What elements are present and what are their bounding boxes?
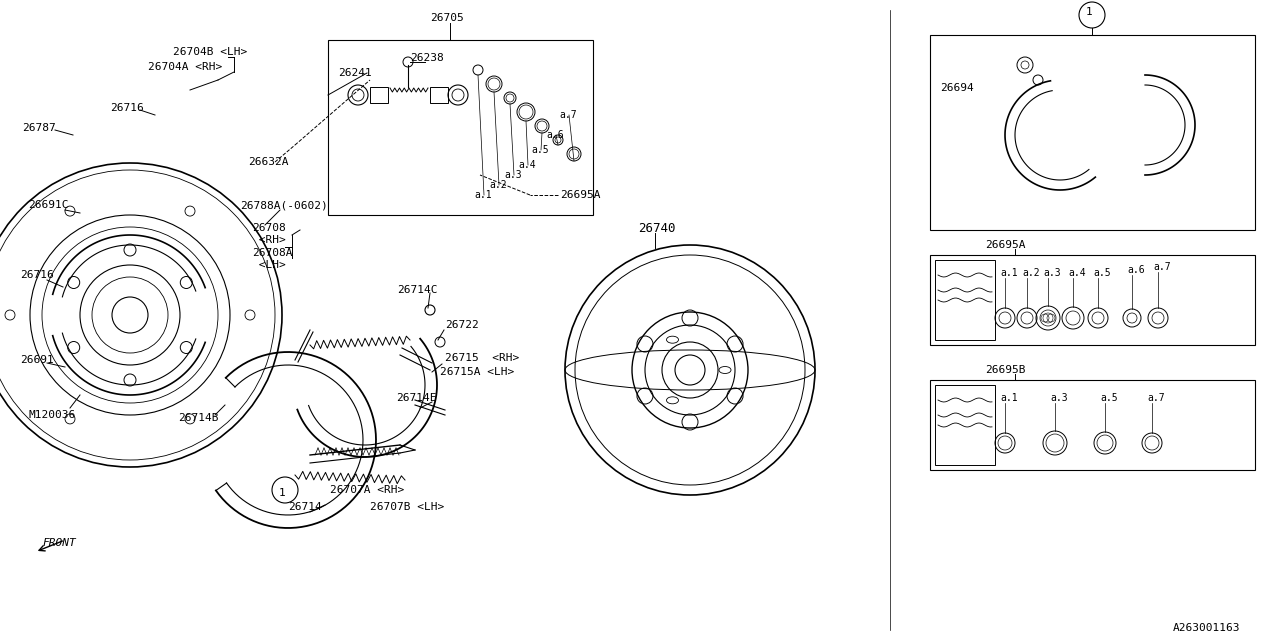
Text: <RH>: <RH> [252,235,285,245]
Text: 26714B: 26714B [178,413,219,423]
Text: a.7: a.7 [559,110,576,120]
Text: a.6: a.6 [547,130,563,140]
Text: 26707A <RH>: 26707A <RH> [330,485,404,495]
Text: 26238: 26238 [410,53,444,63]
Text: a.3: a.3 [1050,393,1068,403]
Bar [934,260,995,340]
Text: FRONT: FRONT [42,538,76,548]
Text: 26694: 26694 [940,83,974,93]
Text: 26715  <RH>: 26715 <RH> [445,353,520,363]
Bar [931,255,1254,345]
Text: 26708A: 26708A [252,248,293,258]
Text: 26695A: 26695A [986,240,1025,250]
Text: a.4: a.4 [518,160,535,170]
Text: a.7: a.7 [1147,393,1165,403]
Text: a.3: a.3 [504,170,522,180]
Text: a.3: a.3 [1043,268,1061,278]
Bar [931,380,1254,470]
Text: 26787: 26787 [22,123,56,133]
Text: 26241: 26241 [338,68,371,78]
Text: a.5: a.5 [531,145,549,155]
Text: 26716: 26716 [20,270,54,280]
Bar [934,385,995,465]
Text: a.1: a.1 [1000,268,1018,278]
Text: a.1: a.1 [1000,393,1018,403]
Text: A263001163: A263001163 [1172,623,1240,633]
Text: 26705: 26705 [430,13,463,23]
Text: 26714C: 26714C [397,285,438,295]
Text: 26714E: 26714E [396,393,436,403]
Text: 26722: 26722 [445,320,479,330]
Text: a.7: a.7 [1153,262,1171,272]
Text: 26707B <LH>: 26707B <LH> [370,502,444,512]
Text: 26695B: 26695B [986,365,1025,375]
Bar [430,87,448,103]
Text: 26691: 26691 [20,355,54,365]
Text: 26714: 26714 [288,502,321,512]
Bar [370,87,388,103]
Text: 26708: 26708 [252,223,285,233]
Bar [328,40,593,215]
Text: 26716: 26716 [110,103,143,113]
Text: 26691C: 26691C [28,200,69,210]
Text: a.5: a.5 [1093,268,1111,278]
Text: a.1: a.1 [474,190,492,200]
Text: 26740: 26740 [637,221,676,234]
Text: a.2: a.2 [1021,268,1039,278]
Text: 26788A(-0602): 26788A(-0602) [241,200,328,210]
Text: 26695A: 26695A [561,190,600,200]
Text: M120036: M120036 [28,410,76,420]
Text: 1: 1 [1085,7,1092,17]
Text: <LH>: <LH> [252,260,285,270]
Text: a.2: a.2 [489,180,507,190]
Text: a.4: a.4 [1068,268,1085,278]
Text: 26704B <LH>: 26704B <LH> [173,47,247,57]
Text: 26715A <LH>: 26715A <LH> [440,367,515,377]
Text: 26632A: 26632A [248,157,288,167]
Bar [931,35,1254,230]
Text: 26704A <RH>: 26704A <RH> [148,62,223,72]
Text: a.6: a.6 [1126,265,1144,275]
Text: a.5: a.5 [1100,393,1117,403]
Text: 1: 1 [279,488,285,498]
